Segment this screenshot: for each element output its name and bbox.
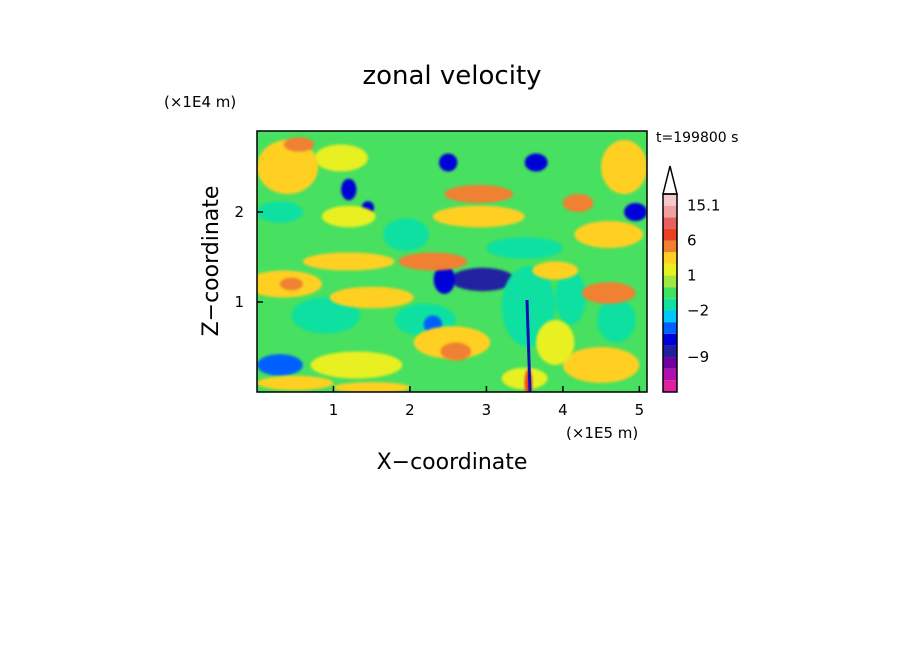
contour-blob [433, 265, 456, 294]
contour-blob [283, 137, 315, 152]
contour-blob [432, 205, 525, 228]
contour-blob [310, 351, 403, 379]
x-axis-label: X−coordinate [377, 450, 528, 475]
contour-blob [333, 382, 410, 392]
contour-blob [501, 367, 548, 390]
y-tick-label: 1 [234, 293, 244, 311]
contour-blob [439, 153, 458, 172]
contour-blob [279, 277, 303, 291]
contour-blob [562, 347, 640, 383]
contour-blob [486, 237, 563, 259]
contour-field [257, 137, 647, 392]
contour-blob [257, 140, 319, 194]
colorbar-swatch [663, 333, 677, 346]
contour-blob [582, 282, 636, 304]
contour-blob [398, 252, 468, 271]
y-axis-ticks: 12 [234, 203, 263, 311]
colorbar-swatch [663, 298, 677, 311]
colorbar-swatch [663, 368, 677, 381]
contour-blob [257, 375, 334, 391]
colorbar-frame [662, 193, 678, 393]
y-axis-unit: (×1E4 m) [164, 93, 236, 111]
contour-blob [341, 178, 357, 201]
contour-blob [450, 267, 515, 292]
contour-blob [440, 342, 472, 361]
contour-blob [257, 201, 303, 223]
colorbar-swatch [663, 357, 677, 369]
time-label: t=199800 s [656, 130, 738, 146]
contour-blob [302, 252, 395, 271]
plot-area [256, 130, 648, 393]
colorbar-swatch [663, 345, 677, 358]
colorbar-swatch [663, 228, 677, 241]
contour-blob [532, 261, 579, 280]
colorbar-swatch [663, 310, 677, 323]
contour-blob [413, 326, 491, 359]
colorbar: 15.1 6 1 −2 −9 [662, 165, 720, 393]
colorbar-tick-label: 15.1 [687, 197, 720, 215]
x-tick-label: 1 [329, 401, 339, 419]
colorbar-swatch [663, 205, 677, 218]
contour-blob [291, 297, 361, 334]
x-tick-label: 4 [558, 401, 568, 419]
colorbar-tick-label: −9 [687, 348, 709, 366]
colorbar-swatch [663, 275, 677, 288]
contour-blob [601, 140, 647, 194]
x-tick-label: 3 [482, 401, 492, 419]
colorbar-swatch [663, 194, 677, 206]
colorbar-extension [662, 165, 678, 195]
x-tick-label: 2 [405, 401, 415, 419]
y-axis-label: Z−coordinate [199, 186, 224, 337]
contour-blob [524, 153, 548, 172]
colorbar-swatch [663, 287, 677, 299]
colorbar-tick-label: −2 [687, 301, 709, 319]
front-line [525, 299, 532, 392]
contour-blob [383, 218, 430, 251]
contour-blob [562, 194, 594, 212]
contour-blob [314, 144, 368, 172]
colorbar-tick-label: 6 [687, 232, 697, 250]
colorbar-swatch [663, 252, 677, 264]
colorbar-swatch [663, 240, 677, 253]
x-axis-ticks: 1 2 3 4 5 [329, 386, 644, 419]
x-axis-unit: (×1E5 m) [566, 424, 638, 442]
colorbar-swatch [663, 322, 677, 334]
colorbar-swatch [663, 263, 677, 276]
colorbar-swatch [663, 217, 677, 229]
contour-blob [574, 221, 644, 248]
contour-blob [624, 203, 647, 221]
colorbar-tick-label: 1 [687, 267, 697, 285]
x-tick-label: 5 [635, 401, 645, 419]
y-tick-label: 2 [234, 203, 244, 221]
contour-blob [597, 297, 636, 343]
chart-title: zonal velocity [362, 61, 541, 91]
contour-blob [555, 270, 586, 325]
colorbar-swatch [663, 380, 677, 392]
contour-blob [444, 185, 514, 203]
contour-blob [329, 286, 414, 309]
plot-frame [256, 130, 648, 393]
contour-blob [257, 354, 303, 376]
contour-blob [322, 205, 376, 228]
contour-blob [536, 320, 575, 365]
